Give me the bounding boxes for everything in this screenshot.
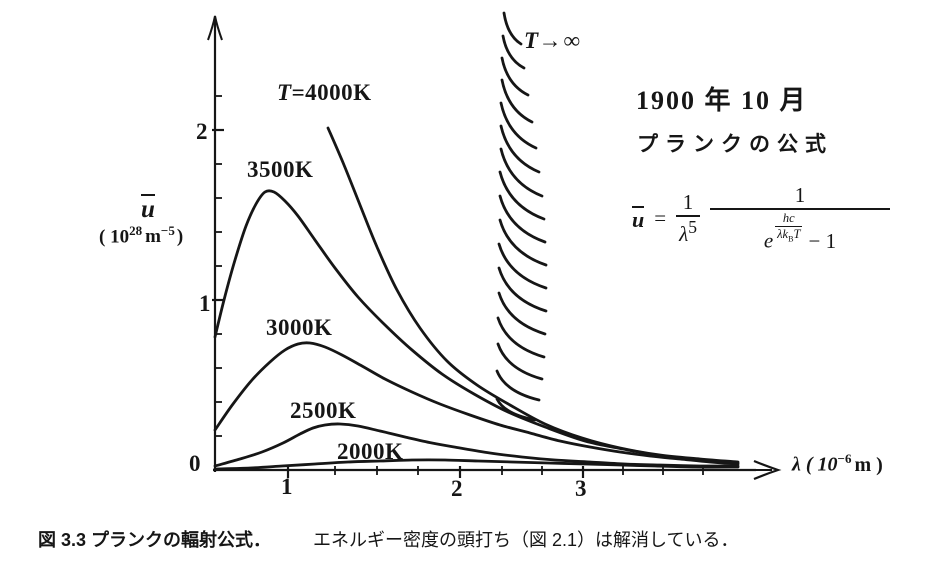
figure-caption: 図 3.3 プランクの輻射公式． エネルギー密度の頭打ち（図 2.1）は解消してい…: [38, 526, 739, 552]
caption-description: エネルギー密度の頭打ち（図 2.1）は解消している．: [313, 530, 739, 550]
u-bar-symbol: u: [141, 194, 155, 223]
curve-label-T-infinity: T→∞: [524, 28, 582, 53]
annotation-title: プランクの公式: [637, 133, 833, 156]
curve-label-3500K: 3500K: [247, 157, 314, 182]
x-tick-label-2: 2: [451, 476, 463, 501]
x-axis-label: λ ( 10−6 m ): [792, 451, 883, 476]
formula-lambda-fraction: 1 λ5: [676, 191, 700, 245]
annotation-date: 1900 年 10 月: [636, 86, 808, 115]
origin-label: 0: [189, 451, 201, 476]
curve-label-4000K: T=4000K: [277, 80, 372, 105]
y-tick-label-1: 1: [199, 291, 211, 316]
formula-equals: =: [654, 205, 667, 230]
x-tick-label-1: 1: [281, 474, 293, 499]
formula-exponential-fraction: 1 e hc λkBT − 1: [709, 185, 890, 252]
y-axis-symbol: u: [141, 194, 155, 222]
caption-number-title: 図 3.3 プランクの輻射公式．: [38, 530, 272, 550]
formula-u-bar: u: [632, 205, 645, 232]
formula-exponent: hc λkBT: [775, 211, 803, 243]
curve-label-2500K: 2500K: [290, 398, 357, 423]
curve-label-2000K: 2000K: [337, 439, 404, 464]
y-tick-label-2: 2: [196, 119, 208, 144]
planck-formula: u = 1 λ5 1 e hc λkBT − 1: [632, 185, 890, 252]
x-tick-label-3: 3: [575, 476, 587, 501]
curve-label-3000K: 3000K: [266, 315, 333, 340]
y-axis-units: ( 1028 m−5): [99, 223, 184, 248]
